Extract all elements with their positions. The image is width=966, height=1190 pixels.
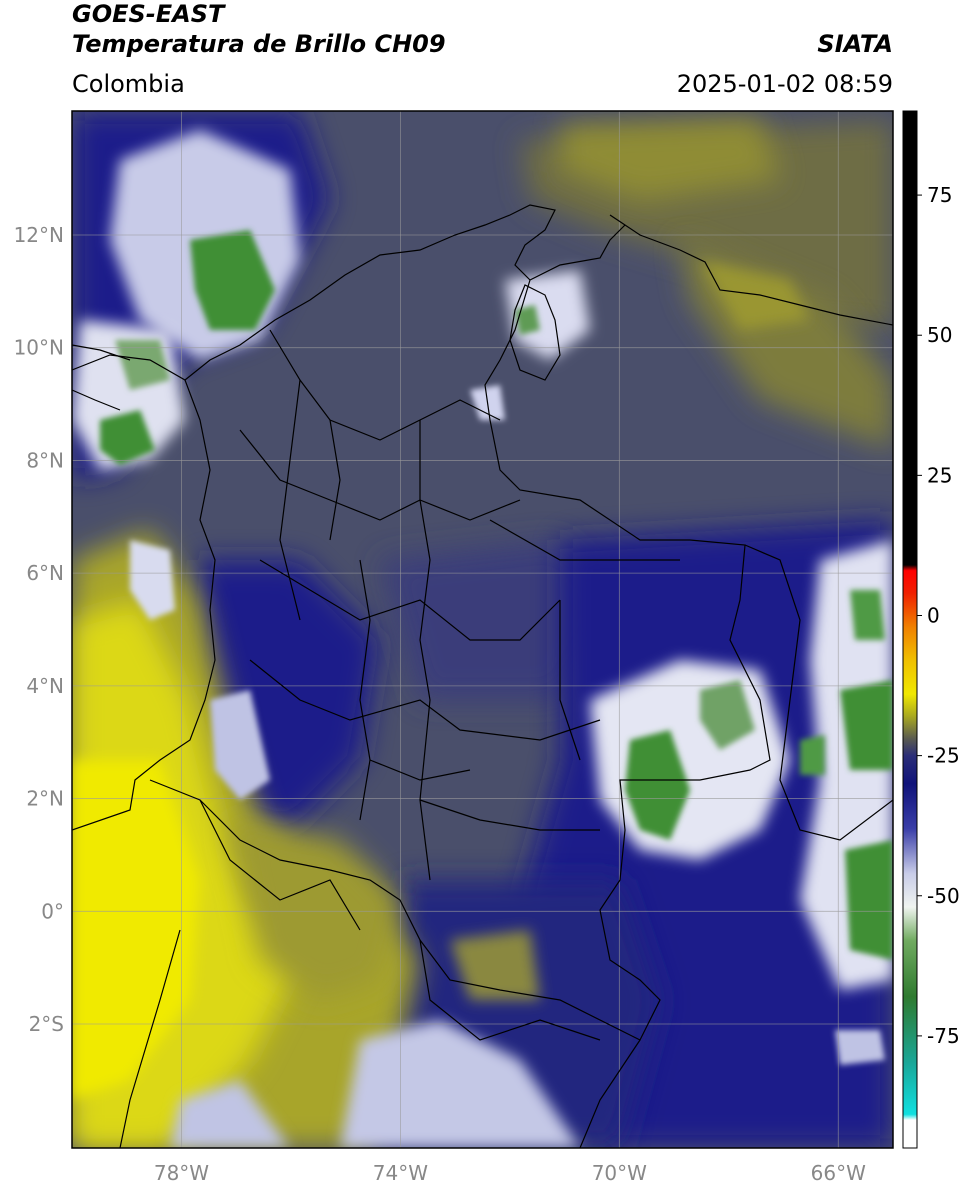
lat-tick-label: 0°	[41, 899, 64, 923]
brightness-temperature-field	[72, 111, 893, 1148]
lat-tick-label: 2°N	[26, 787, 64, 811]
lat-tick-label: 6°N	[26, 561, 64, 585]
datetime-label: 2025-01-02 08:59	[676, 70, 893, 98]
channel-title: Temperatura de Brillo CH09	[72, 30, 446, 58]
organization-label: SIATA	[817, 30, 893, 58]
gridlines	[72, 111, 893, 1148]
product-title: GOES-EAST	[72, 0, 225, 28]
lat-tick-label: 4°N	[26, 674, 64, 698]
map-frame	[71, 110, 894, 1149]
colorbar-tick-label: 75	[927, 183, 952, 207]
colorbar-tick-label: 25	[927, 463, 952, 487]
borders-coastlines	[72, 204, 893, 1148]
lat-tick-label: 10°N	[14, 336, 64, 360]
colorbar-tick-label: 0	[927, 603, 940, 627]
lon-tick-label: 74°W	[373, 1161, 428, 1185]
colorbar-ramp	[903, 111, 917, 1148]
lon-tick-label: 66°W	[811, 1161, 866, 1185]
lat-tick-label: 12°N	[14, 223, 64, 247]
lon-tick-label: 70°W	[592, 1161, 647, 1185]
colorbar-tick-label: -75	[927, 1024, 960, 1048]
longitude-axis: 78°W 74°W 70°W 66°W	[154, 1161, 866, 1185]
colorbar-tick-label: 50	[927, 323, 952, 347]
colorbar-tick-label: -25	[927, 744, 960, 768]
colorbar-frame	[902, 110, 918, 1149]
region-label: Colombia	[72, 70, 185, 98]
lat-tick-label: 8°N	[26, 448, 64, 472]
latitude-axis: 12°N 10°N 8°N 6°N 4°N 2°N 0° 2°S	[14, 223, 64, 1036]
colorbar: 75 50 25 0 -25 -50 -75	[902, 110, 960, 1149]
colorbar-tick-label: -50	[927, 884, 960, 908]
lat-tick-label: 2°S	[29, 1012, 64, 1036]
lon-tick-label: 78°W	[154, 1161, 209, 1185]
